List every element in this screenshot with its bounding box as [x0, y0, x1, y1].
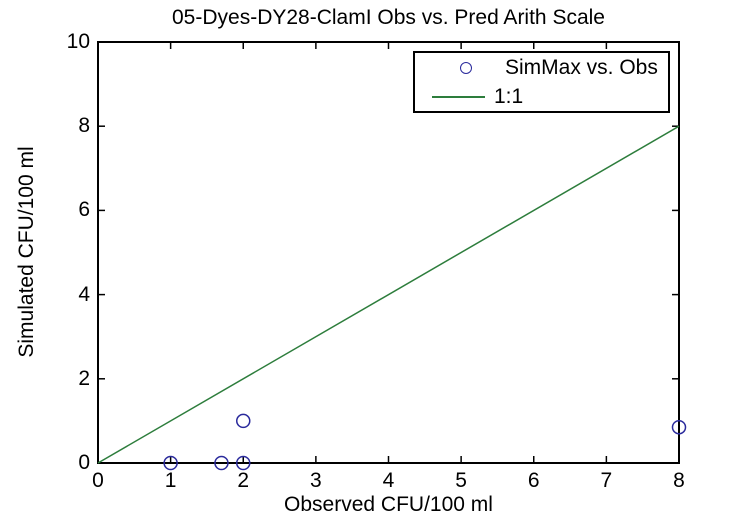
legend-circle-marker-icon — [460, 61, 472, 74]
legend-label-one-to-one: 1:1 — [494, 84, 524, 108]
data-point-marker — [236, 413, 251, 429]
x-tick-label: 3 — [310, 469, 322, 492]
y-tick-label: 4 — [78, 282, 90, 306]
x-tick-label: 2 — [237, 469, 250, 492]
chart-title: 05-Dyes-DY28-ClamI Obs vs. Pred Arith Sc… — [172, 6, 605, 29]
x-tick-label: 1 — [164, 469, 177, 492]
x-tick-label: 7 — [600, 469, 613, 492]
y-tick-label: 10 — [66, 30, 90, 53]
one-to-one-line — [97, 125, 680, 464]
y-tick-label: 8 — [78, 114, 90, 138]
legend-entry-one-to-one: 1:1 — [415, 82, 668, 111]
x-axis-label: Observed CFU/100 ml — [284, 493, 493, 516]
y-tick-label: 2 — [78, 366, 90, 390]
legend-line-sample-icon — [432, 95, 485, 98]
x-tick-label: 0 — [92, 469, 104, 492]
legend-label-simmax: SimMax vs. Obs — [505, 55, 658, 79]
legend-entry-simmax: SimMax vs. Obs — [415, 53, 668, 82]
y-axis-label: Simulated CFU/100 ml — [15, 146, 38, 358]
data-point-marker — [671, 419, 687, 435]
data-point-marker — [214, 455, 229, 471]
x-tick-label: 5 — [455, 469, 467, 492]
y-tick-label: 0 — [78, 451, 90, 474]
x-tick-label: 6 — [527, 469, 540, 492]
x-tick-label: 4 — [382, 469, 395, 492]
legend: SimMax vs. Obs 1:1 — [413, 51, 670, 113]
x-tick-label: 8 — [673, 469, 685, 492]
data-point-marker — [163, 455, 178, 471]
data-point-marker — [236, 455, 251, 471]
y-tick-label: 6 — [78, 198, 90, 222]
